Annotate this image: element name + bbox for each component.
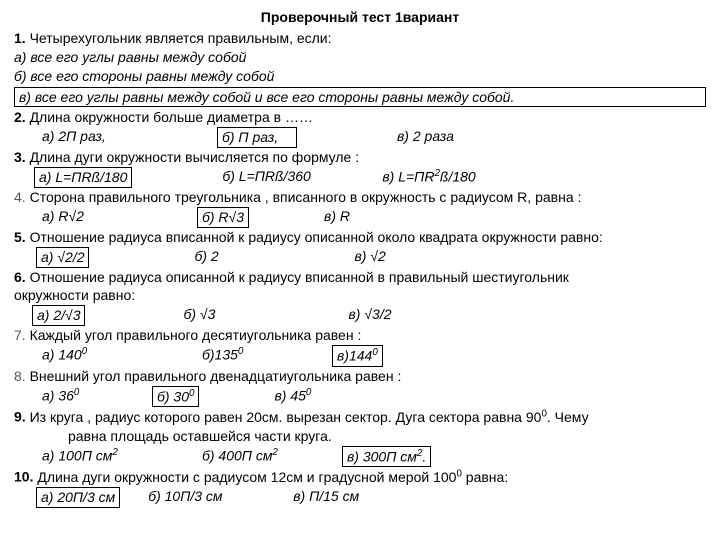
q10-b: б) 10П/3 см	[148, 487, 293, 508]
q7: 7. Каждый угол правильного десятиугольни…	[14, 326, 706, 345]
q6: 6. Отношение радиуса описанной к радиусу…	[14, 268, 706, 287]
q7-opts: а) 1400 б)1350 в)1440	[14, 345, 706, 367]
q3-b: б) L=ПRß/360	[222, 167, 382, 188]
q9-opts: а) 100П см2 б) 400П см2 в) 300П см2.	[14, 446, 706, 468]
q6-b: б) √3	[183, 305, 348, 326]
q2-opts: а) 2П раз, б) П раз, в) 2 раза	[14, 127, 706, 148]
q8-b-boxed: б) 300	[152, 386, 199, 408]
q8-stem: Внешний угол правильного двенадцатиуголь…	[30, 368, 402, 384]
q10-v: в) П/15 см	[293, 487, 359, 508]
q9-stem1: Из круга , радиус которого равен 20см. в…	[30, 409, 589, 425]
q4-v: в) R	[324, 207, 350, 228]
q10-opts: а) 20П/3 см б) 10П/3 см в) П/15 см	[14, 487, 706, 508]
q10: 10. Длина дуги окружности с радиусом 12с…	[14, 467, 706, 487]
q2-v: в) 2 раза	[397, 127, 454, 148]
q4-a: а) R√2	[42, 207, 197, 228]
q6-stem2: окружности равно:	[14, 286, 706, 305]
q4: 4. Сторона правильного треугольника , вп…	[14, 188, 706, 207]
q9-stem2: равна площадь оставшейся части круга.	[14, 427, 706, 446]
q10-stem: Длина дуги окружности с радиусом 12см и …	[37, 469, 508, 485]
q10-a-boxed: а) 20П/3 см	[36, 487, 120, 508]
q4-b-boxed: б) R√3	[197, 207, 249, 228]
q5-b: б) 2	[194, 247, 354, 268]
q5-stem: Отношение радиуса вписанной к радиусу оп…	[30, 229, 603, 245]
q6-opts: а) 2/√3 б) √3 в) √3/2	[14, 305, 706, 326]
q9-b: б) 400П см2	[202, 446, 342, 468]
q8-opts: а) 360 б) 300 в) 450	[14, 386, 706, 408]
q5-a-boxed: а) √2/2	[36, 247, 89, 268]
q6-a-boxed: а) 2/√3	[32, 305, 85, 326]
q9-v-boxed: в) 300П см2.	[342, 446, 431, 468]
q2-a: а) 2П раз,	[42, 127, 217, 148]
q7-stem: Каждый угол правильного десятиугольника …	[30, 327, 362, 343]
q6-v: в) √3/2	[348, 305, 391, 326]
q9-a: а) 100П см2	[42, 446, 202, 468]
q3-v: в) L=ПR2ß/180	[382, 167, 475, 188]
page-title: Проверочный тест 1вариант	[14, 8, 706, 27]
q9: 9. Из круга , радиус которого равен 20см…	[14, 407, 706, 427]
q8: 8. Внешний угол правильного двенадцатиуг…	[14, 367, 706, 386]
q1-stem: Четырехугольник является правильным, есл…	[30, 30, 332, 46]
q7-v-boxed: в)1440	[332, 345, 383, 367]
q3: 3. Длина дуги окружности вычисляется по …	[14, 148, 706, 167]
q5-opts: а) √2/2 б) 2 в) √2	[14, 247, 706, 268]
q5: 5. Отношение радиуса вписанной к радиусу…	[14, 228, 706, 247]
q2-b-boxed: б) П раз,	[217, 127, 297, 148]
q1-opt-a: а) все его углы равны между собой	[14, 48, 706, 67]
q5-v: в) √2	[354, 247, 385, 268]
q4-opts: а) R√2 б) R√3 в) R	[14, 207, 706, 228]
q1: 1. Четырехугольник является правильным, …	[14, 29, 706, 48]
q8-v: в) 450	[274, 386, 311, 408]
q7-a: а) 1400	[42, 345, 202, 367]
q3-opts: а) L=ПRß/180 б) L=ПRß/360 в) L=ПR2ß/180	[14, 167, 706, 188]
q1-opt-v-boxed: в) все его углы равны между собой и все …	[14, 87, 706, 108]
q6-stem1: Отношение радиуса описанной к радиусу вп…	[30, 269, 569, 285]
q2-stem: Длина окружности больше диаметра в ……	[30, 109, 313, 125]
q1-opt-b: б) все его стороны равны между собой	[14, 67, 706, 86]
q3-stem: Длина дуги окружности вычисляется по фор…	[30, 149, 360, 165]
q7-b: б)1350	[202, 345, 332, 367]
q8-a: а) 360	[42, 386, 152, 408]
q3-a-boxed: а) L=ПRß/180	[34, 167, 132, 188]
q2: 2. Длина окружности больше диаметра в ……	[14, 108, 706, 127]
q4-stem: Сторона правильного треугольника , вписа…	[30, 189, 582, 205]
